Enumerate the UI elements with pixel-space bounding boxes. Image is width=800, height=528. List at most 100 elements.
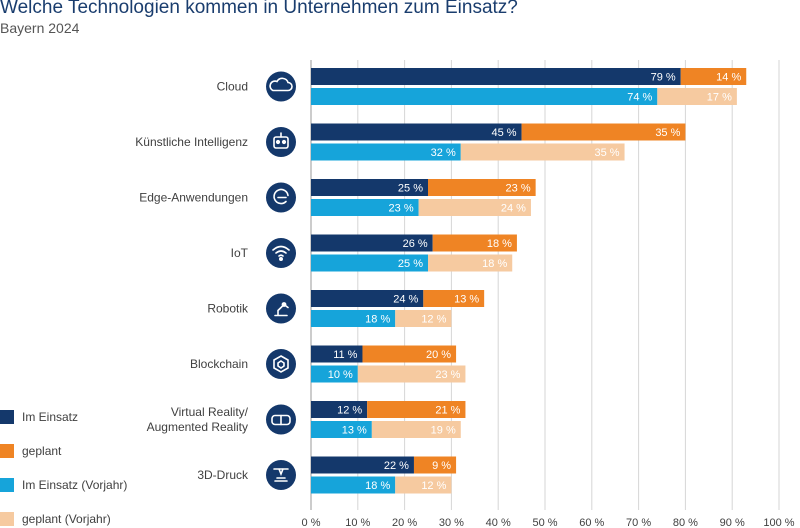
bar-segment (311, 68, 681, 85)
bar-value-label: 21 % (435, 405, 460, 417)
robot-icon (266, 127, 296, 157)
legend-label-planned: geplant (22, 444, 62, 458)
bar-value-label: 19 % (431, 425, 456, 437)
x-tick-label: 60 % (579, 517, 604, 528)
bar-segment (371, 421, 461, 438)
bar-segment (428, 254, 513, 272)
bar-value-label: 18 % (482, 258, 507, 270)
x-tick-label: 40 % (486, 517, 511, 528)
legend-item-in-use-prior: Im Einsatz (Vorjahr) (0, 478, 140, 494)
wifi-icon (266, 238, 296, 268)
bar-value-label: 18 % (365, 480, 390, 492)
bar-segment (311, 476, 396, 494)
bar-segment (362, 345, 457, 363)
bar-segment (413, 456, 457, 474)
bar-value-label: 23 % (435, 369, 460, 381)
category-label: 3D-Druck (197, 468, 249, 482)
bar-value-label: 24 % (501, 203, 526, 215)
bar-segment (432, 234, 517, 252)
bar-value-label: 17 % (707, 92, 732, 104)
bar-segment (418, 199, 531, 216)
bar-value-label: 79 % (651, 72, 676, 84)
legend-item-in-use: Im Einsatz (0, 410, 140, 426)
bar-segment (395, 476, 452, 494)
blockchain-icon (266, 349, 296, 379)
bar-segment (367, 401, 466, 418)
category-label: Blockchain (190, 357, 248, 371)
bar-segment (357, 365, 466, 383)
legend-swatch-in-use (0, 410, 14, 424)
x-tick-label: 70 % (626, 517, 651, 528)
chart-title: Welche Technologien kommen in Unternehme… (0, 0, 518, 18)
bar-segment (311, 456, 414, 474)
bar-value-label: 18 % (487, 238, 512, 250)
bar-segment (311, 421, 372, 438)
bar-value-label: 13 % (342, 425, 367, 437)
3d-printer-icon-glyph (273, 468, 289, 482)
bar-segment (311, 401, 368, 418)
bar-segment (311, 234, 433, 252)
bar-value-label: 10 % (328, 369, 353, 381)
bar-value-label: 12 % (337, 405, 362, 417)
bar-segment (311, 345, 363, 363)
bar-value-label: 11 % (333, 349, 357, 361)
bar-segment (423, 290, 485, 307)
bar-value-label: 13 % (454, 294, 479, 306)
bar-value-label: 45 % (492, 127, 517, 139)
wifi-icon-glyph (278, 256, 283, 261)
cloud-icon (266, 71, 296, 102)
wifi-icon-glyph (272, 245, 290, 257)
x-tick-label: 20 % (392, 517, 417, 528)
bar-value-label: 12 % (421, 314, 446, 326)
legend-swatch-in-use-prior (0, 478, 14, 492)
legend-item-planned-prior: geplant (Vorjahr) (0, 512, 140, 528)
x-tick-label: 30 % (439, 517, 464, 528)
robot-icon-glyph (281, 139, 287, 145)
bar-segment (428, 179, 536, 196)
legend-swatch-planned (0, 444, 14, 458)
category-label: Augmented Reality (147, 420, 248, 434)
bar-segment (311, 310, 396, 327)
x-tick-label: 50 % (532, 517, 557, 528)
bar-value-label: 22 % (384, 460, 409, 472)
legend-label-planned-prior: geplant (Vorjahr) (22, 512, 111, 526)
x-tick-label: 80 % (673, 517, 698, 528)
category-label: IoT (231, 246, 249, 260)
category-label: Künstliche Intelligenz (135, 135, 248, 149)
blockchain-icon-glyph (273, 355, 289, 373)
legend-swatch-planned-prior (0, 512, 14, 526)
bar-segment (311, 88, 658, 105)
bar-value-label: 35 % (655, 127, 680, 139)
bar-value-label: 20 % (426, 349, 451, 361)
bar-value-label: 9 % (432, 460, 451, 472)
bar-value-label: 25 % (398, 183, 423, 195)
bar-segment (521, 123, 686, 141)
bar-segment (311, 179, 428, 196)
legend-label-in-use: Im Einsatz (22, 410, 79, 424)
bar-segment (311, 254, 428, 272)
robot-arm-icon-glyph (281, 302, 287, 307)
category-label: Virtual Reality/ (171, 405, 249, 419)
bar-value-label: 74 % (627, 92, 652, 104)
bar-value-label: 25 % (398, 258, 423, 270)
legend-item-planned: geplant (0, 444, 140, 460)
bar-value-label: 23 % (506, 183, 531, 195)
x-tick-label: 100 % (763, 517, 794, 528)
cloud-icon-glyph (269, 77, 293, 92)
bar-segment (460, 143, 625, 161)
bar-segment (657, 88, 737, 105)
edge-icon-glyph (273, 188, 289, 205)
bar-segment (311, 199, 419, 216)
bar-segment (311, 123, 522, 141)
robot-arm-icon-glyph (274, 303, 289, 317)
bar-segment (680, 68, 747, 85)
bar-value-label: 12 % (421, 480, 446, 492)
bar-segment (311, 290, 424, 307)
legend-label-in-use-prior: Im Einsatz (Vorjahr) (22, 478, 128, 492)
bar-segment (311, 365, 358, 383)
bar-value-label: 35 % (594, 147, 619, 159)
bar-value-label: 18 % (365, 314, 390, 326)
category-label: Cloud (217, 80, 248, 94)
category-label: Edge-Anwendungen (139, 191, 248, 205)
robot-icon-glyph (275, 139, 281, 145)
